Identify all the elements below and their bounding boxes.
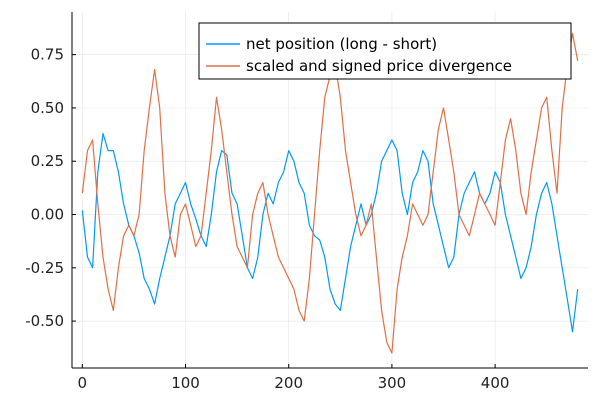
legend-box <box>198 22 572 80</box>
series-line-net-position <box>81 132 579 333</box>
y-tick-label: -0.50 <box>25 312 64 330</box>
x-tick-label: 300 <box>378 374 407 392</box>
x-tick-label: 100 <box>171 374 200 392</box>
legend: net position (long - short) scaled and s… <box>198 22 572 80</box>
legend-label-price-divergence: scaled and signed price divergence <box>246 57 512 75</box>
x-tick-label: 0 <box>78 374 88 392</box>
y-tick-label: 0.00 <box>31 206 64 224</box>
y-tick-label: -0.25 <box>25 259 64 277</box>
axes <box>71 12 588 369</box>
legend-label-net-position: net position (long - short) <box>246 35 437 53</box>
y-tick-label: 0.75 <box>31 46 64 64</box>
y-tick-label: 0.25 <box>31 152 64 170</box>
x-tick-label: 400 <box>481 374 510 392</box>
tick-labels: 0 100 200 300 400 -0.50 -0.25 0.00 0.25 0.50 0.75 <box>25 46 509 392</box>
y-tick-label: 0.50 <box>31 99 64 117</box>
x-tick-label: 200 <box>274 374 303 392</box>
